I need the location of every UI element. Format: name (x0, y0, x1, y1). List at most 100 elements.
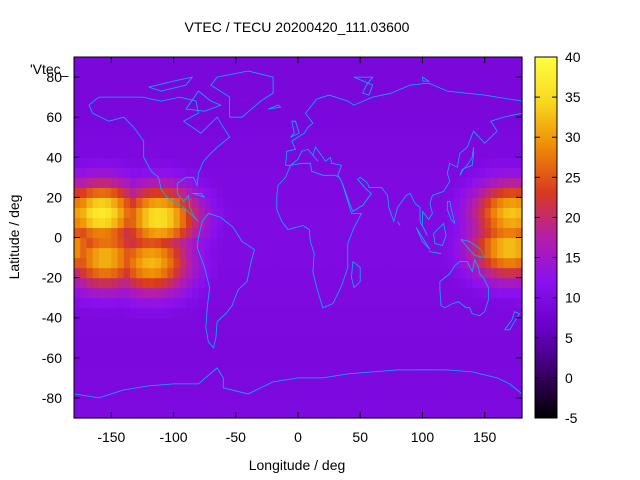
heatmap-cell (74, 247, 81, 259)
heatmap-cell (304, 137, 312, 148)
heatmap-cell (92, 77, 100, 88)
heatmap-cell (186, 387, 193, 399)
heatmap-cell (161, 67, 168, 78)
heatmap-cell (204, 387, 212, 399)
heatmap-cell (142, 307, 150, 319)
heatmap-cell (204, 167, 212, 178)
heatmap-cell (291, 77, 299, 88)
heatmap-cell (316, 247, 324, 259)
heatmap-cell (136, 407, 144, 419)
heatmap-cell (509, 137, 517, 148)
heatmap-cell (472, 57, 480, 68)
heatmap-cell (509, 147, 517, 158)
heatmap-cell (428, 407, 436, 419)
heatmap-cell (254, 167, 262, 178)
heatmap-cell (316, 117, 324, 128)
heatmap-cell (410, 107, 417, 118)
heatmap-cell (472, 317, 480, 329)
heatmap-cell (186, 217, 193, 229)
heatmap-cell (291, 227, 299, 239)
heatmap-cell (298, 397, 305, 409)
heatmap-cell (74, 317, 81, 329)
heatmap-cell (329, 347, 336, 359)
heatmap-cell (235, 357, 243, 369)
heatmap-cell (434, 77, 442, 88)
heatmap-cell (410, 187, 417, 198)
coastline (192, 192, 205, 198)
heatmap-cell (397, 247, 405, 259)
heatmap-cell (254, 347, 262, 359)
heatmap-cell (217, 127, 224, 138)
heatmap-cell (503, 157, 511, 168)
heatmap-cell (254, 377, 262, 389)
heatmap-cell (360, 297, 368, 309)
heatmap-cell (279, 67, 287, 78)
heatmap-cell (497, 237, 504, 249)
heatmap-cell (248, 257, 256, 269)
heatmap-cell (428, 387, 436, 399)
heatmap-cell (279, 227, 287, 239)
heatmap-cell (509, 407, 517, 419)
heatmap-cell (142, 207, 150, 219)
heatmap-cell (441, 117, 448, 128)
heatmap-cell (80, 237, 88, 249)
heatmap-cell (98, 197, 106, 209)
heatmap-cell (260, 187, 268, 198)
heatmap-cell (86, 107, 94, 118)
heatmap-cell (111, 407, 119, 419)
heatmap-cell (98, 97, 106, 108)
heatmap-cell (422, 307, 430, 319)
heatmap-cell (304, 307, 312, 319)
heatmap-cell (497, 317, 504, 329)
heatmap-cell (304, 247, 312, 259)
heatmap-cell (447, 277, 455, 289)
heatmap-cell (322, 67, 330, 78)
heatmap-cell (428, 267, 436, 279)
heatmap-cell (490, 297, 498, 309)
heatmap-cell (86, 297, 94, 309)
heatmap-cell (273, 387, 280, 399)
y-axis-label: Latitude / deg (6, 195, 22, 280)
y-tick-label: -20 (42, 270, 62, 286)
heatmap-cell (366, 157, 374, 168)
heatmap-cell (179, 227, 187, 239)
heatmap-cell (173, 277, 181, 289)
heatmap-cell (441, 97, 448, 108)
heatmap-cell (279, 377, 287, 389)
heatmap-cell (354, 297, 361, 309)
heatmap-cell (130, 237, 137, 249)
heatmap-cell (385, 317, 392, 329)
heatmap-cell (472, 197, 480, 209)
heatmap-cell (210, 147, 218, 158)
heatmap-cell (397, 357, 405, 369)
heatmap-cell (117, 307, 125, 319)
heatmap-cell (310, 317, 318, 329)
heatmap-cell (204, 157, 212, 168)
heatmap-cell (503, 277, 511, 289)
heatmap-cell (416, 217, 424, 229)
heatmap-cell (167, 357, 175, 369)
heatmap-cell (161, 187, 168, 198)
heatmap-cell (316, 127, 324, 138)
heatmap-cell (117, 337, 125, 349)
heatmap-cell (148, 127, 156, 138)
heatmap-cell (148, 157, 156, 168)
coastline (353, 76, 374, 96)
heatmap-cell (298, 77, 305, 88)
heatmap-cell (223, 187, 231, 198)
heatmap-cell (366, 77, 374, 88)
heatmap-cell (279, 177, 287, 188)
heatmap-cell (192, 227, 200, 239)
heatmap-cell (341, 57, 349, 68)
heatmap-cell (105, 317, 112, 329)
heatmap-cell (459, 67, 467, 78)
heatmap-cell (335, 237, 343, 249)
heatmap-cell (347, 157, 355, 168)
heatmap-cell (416, 167, 424, 178)
heatmap-cell (403, 197, 411, 209)
heatmap-cell (385, 267, 392, 279)
heatmap-cell (347, 197, 355, 209)
heatmap-cell (391, 307, 399, 319)
heatmap-cell (92, 167, 100, 178)
